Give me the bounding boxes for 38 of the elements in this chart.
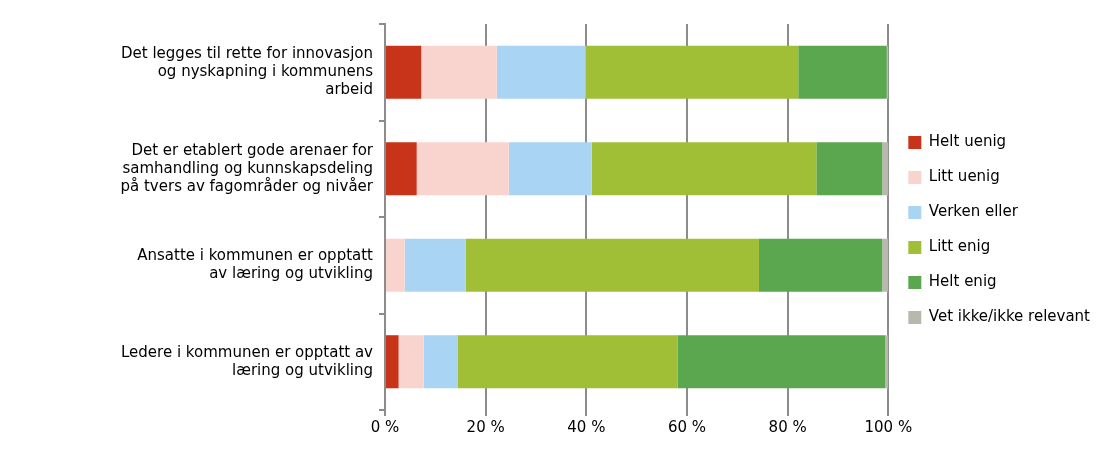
bar bbox=[882, 142, 889, 196]
x-tick-label: 60 % bbox=[667, 417, 707, 436]
x-tick-label: 80 % bbox=[768, 417, 807, 436]
bar bbox=[416, 142, 509, 196]
legend-label: Helt enig bbox=[928, 272, 997, 291]
legend-label: Litt enig bbox=[928, 237, 991, 256]
bar bbox=[882, 238, 889, 292]
y-tick-label: Ledere i kommunen er opptatt av læring og utvikling bbox=[121, 342, 374, 379]
bar bbox=[677, 335, 886, 389]
bar bbox=[758, 238, 883, 292]
x-tick-label: 100 % bbox=[864, 417, 913, 436]
bar bbox=[423, 335, 458, 389]
legend-label: Vet ikke/ikke relevant bbox=[928, 307, 1091, 326]
bar bbox=[404, 238, 466, 292]
y-tick-label: Det legges til rette for innovasjon og nyskapning i kommunens arbeid bbox=[121, 44, 374, 99]
bar bbox=[585, 45, 799, 99]
x-tick-label: 0 % bbox=[370, 417, 400, 436]
bar bbox=[398, 335, 424, 389]
bar bbox=[457, 335, 678, 389]
bar bbox=[465, 238, 759, 292]
bar bbox=[508, 142, 592, 196]
legend-label: Verken eller bbox=[928, 202, 1019, 221]
bar bbox=[496, 45, 586, 99]
bar bbox=[386, 238, 405, 292]
bar bbox=[798, 45, 887, 99]
legend-label: Litt uenig bbox=[928, 167, 1000, 186]
bar bbox=[386, 335, 399, 389]
bar bbox=[386, 45, 422, 99]
bar bbox=[386, 142, 417, 196]
y-tick-label: Det er etablert gode arenaer for samhandling og kunnskapsdeling på tvers av fagområder og nivåer bbox=[120, 140, 374, 195]
x-tick-label: 20 % bbox=[466, 417, 505, 436]
bar bbox=[885, 335, 889, 389]
bar bbox=[816, 142, 883, 196]
bar bbox=[421, 45, 497, 99]
y-tick-label: Ansatte i kommunen er opptatt av læring og utvikling bbox=[137, 246, 374, 283]
x-tick-label: 40 % bbox=[567, 417, 606, 436]
bar bbox=[591, 142, 817, 196]
legend-label: Helt uenig bbox=[928, 132, 1007, 151]
